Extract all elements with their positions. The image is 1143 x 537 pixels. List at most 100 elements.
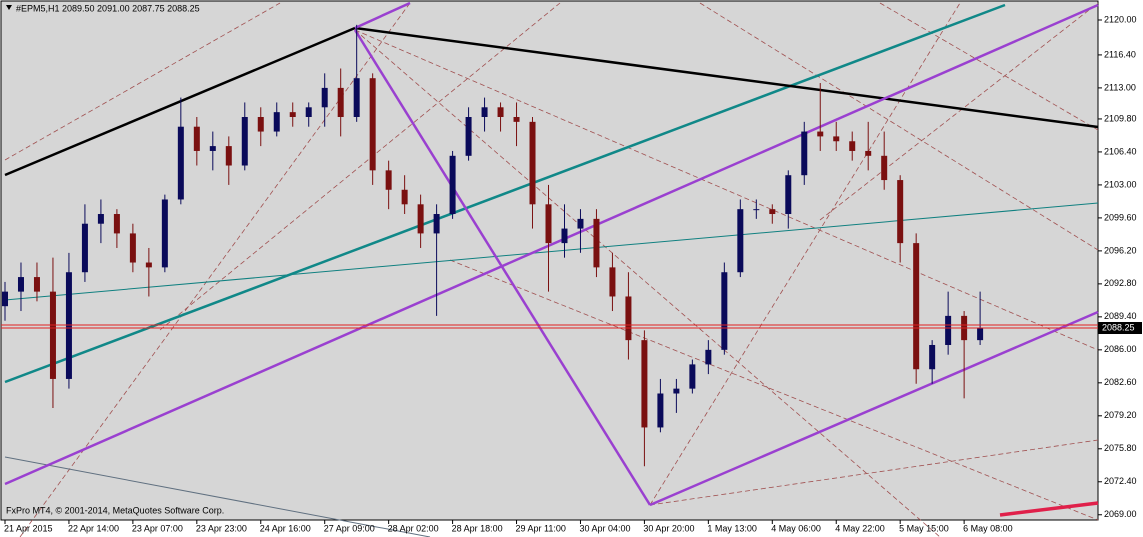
candle-body	[865, 150, 872, 156]
candle-body	[641, 340, 648, 428]
red-line	[999, 501, 1099, 517]
candle-body	[369, 78, 376, 171]
x-tick-label: 27 Apr 09:00	[324, 523, 375, 533]
candle-body	[97, 214, 104, 224]
x-tick-label: 4 May 22:00	[835, 523, 885, 533]
x-tick-label: 28 Apr 18:00	[452, 523, 503, 533]
dashed-line	[354, 29, 941, 537]
candle-body	[689, 364, 696, 389]
candle-body	[305, 107, 312, 117]
candle-body	[337, 87, 344, 117]
y-tick-label: 2072.40	[1104, 476, 1137, 486]
dashed-line	[819, 2, 1099, 221]
dashed-line	[159, 2, 561, 331]
y-tick-label: 2099.60	[1104, 212, 1137, 222]
candle-body	[449, 155, 456, 215]
candle-body	[401, 189, 408, 205]
candle-body	[65, 272, 72, 379]
price-label: 2088.25	[1102, 322, 1135, 332]
candle-body	[625, 296, 632, 341]
candle-body	[737, 209, 744, 273]
candle-body	[353, 78, 360, 117]
y-tick-label: 2106.40	[1104, 146, 1137, 156]
dashed-line	[19, 2, 411, 537]
black-trendline	[4, 26, 356, 177]
dashed-lines	[4, 2, 1099, 537]
x-tick-label: 30 Apr 20:00	[643, 523, 694, 533]
purple-line	[4, 3, 1099, 486]
candle-body	[513, 117, 520, 122]
candle-body	[881, 155, 888, 181]
candle-body	[817, 131, 824, 137]
candle-body	[545, 204, 552, 244]
x-tick-label: 29 Apr 11:00	[516, 523, 566, 533]
candle-body	[1, 291, 8, 307]
y-tick-label: 2103.00	[1104, 179, 1137, 189]
teal-channel-line	[4, 3, 1006, 384]
candle-body	[705, 349, 712, 365]
candle-body	[241, 117, 248, 166]
x-tick-label: 5 May 15:00	[899, 523, 949, 533]
candle-body	[385, 170, 392, 190]
x-tick-label: 30 Apr 04:00	[579, 523, 630, 533]
y-tick-label: 2079.20	[1104, 410, 1137, 420]
candle-body	[561, 228, 568, 244]
y-tick-label: 2089.40	[1104, 311, 1137, 321]
price-label-box	[1098, 322, 1142, 335]
candle-body	[49, 291, 56, 379]
candle-body	[721, 272, 728, 350]
candle-body	[465, 117, 472, 156]
y-tick-label: 2075.80	[1104, 443, 1137, 453]
candle-body	[673, 388, 680, 394]
candle-body	[657, 393, 664, 428]
teal-thin-line	[4, 202, 1099, 301]
candle-body	[145, 262, 152, 268]
x-tick-label: 24 Apr 16:00	[260, 523, 311, 533]
candle-body	[129, 233, 136, 263]
candle-body	[609, 267, 616, 297]
menu-arrow[interactable]	[6, 5, 12, 10]
candle-body	[17, 277, 24, 292]
candle-body	[481, 107, 488, 117]
x-tick-label: 1 May 13:00	[707, 523, 757, 533]
gray-line	[4, 456, 431, 537]
candle-body	[257, 117, 264, 132]
candle-body	[161, 199, 168, 268]
y-tick-label: 2116.40	[1104, 49, 1136, 59]
y-tick-label: 2082.60	[1104, 377, 1137, 387]
candle-body	[945, 315, 952, 345]
y-tick-label: 2086.00	[1104, 344, 1137, 354]
purple-line	[353, 29, 652, 506]
chart-title: #EPM5,H1 2089.50 2091.00 2087.75 2088.25	[16, 3, 200, 13]
trendlines	[4, 1, 1099, 537]
y-tick-label: 2092.80	[1104, 278, 1137, 288]
x-tick-label: 28 Apr 02:00	[388, 523, 439, 533]
candle-body	[289, 112, 296, 117]
dashed-line	[4, 2, 281, 161]
x-tick-label: 23 Apr 07:00	[132, 523, 183, 533]
x-tick-label: 21 Apr 2015	[4, 523, 53, 533]
candle-body	[321, 87, 328, 108]
y-tick-label: 2069.00	[1104, 509, 1137, 519]
candle-body	[929, 344, 936, 370]
candle-body	[433, 214, 440, 234]
purple-line	[649, 310, 1099, 507]
candle-body	[273, 112, 280, 132]
dashed-line	[449, 259, 1099, 521]
candle-body	[753, 209, 760, 211]
dashed-line	[649, 2, 961, 506]
candle-body	[177, 126, 184, 200]
y-tick-label: 2096.20	[1104, 245, 1137, 255]
candle-body	[897, 180, 904, 244]
purple-line	[354, 1, 411, 30]
candle-body	[913, 243, 920, 370]
candles	[1, 24, 984, 467]
candle-body	[529, 121, 536, 205]
candle-body	[225, 146, 232, 166]
candle-body	[113, 214, 120, 234]
candle-body	[81, 223, 88, 273]
dashed-line	[879, 2, 1099, 131]
x-tick-label: 23 Apr 23:00	[196, 523, 247, 533]
